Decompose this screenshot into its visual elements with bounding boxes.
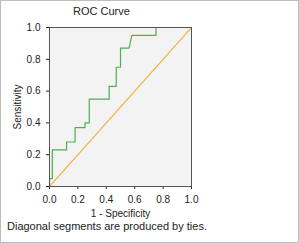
svg-text:0.2: 0.2	[27, 149, 41, 160]
svg-text:1.0: 1.0	[185, 194, 199, 205]
svg-text:0.6: 0.6	[128, 194, 142, 205]
svg-text:0.6: 0.6	[27, 85, 41, 96]
svg-text:0.0: 0.0	[43, 194, 57, 205]
svg-text:Sensitivity: Sensitivity	[12, 84, 23, 129]
svg-text:0.0: 0.0	[27, 181, 41, 192]
svg-text:0.8: 0.8	[27, 54, 41, 65]
svg-text:0.4: 0.4	[27, 117, 41, 128]
svg-text:1.0: 1.0	[27, 22, 41, 33]
html-text:ROC Curve: ROC Curve	[73, 5, 130, 17]
svg-text:0.4: 0.4	[99, 194, 113, 205]
svg-text:1 - Specificity: 1 - Specificity	[91, 208, 150, 219]
svg-text:0.8: 0.8	[156, 194, 170, 205]
svg-text:0.2: 0.2	[71, 194, 85, 205]
html-text:Diagonal segments are produced: Diagonal segments are produced by ties.	[7, 220, 207, 232]
